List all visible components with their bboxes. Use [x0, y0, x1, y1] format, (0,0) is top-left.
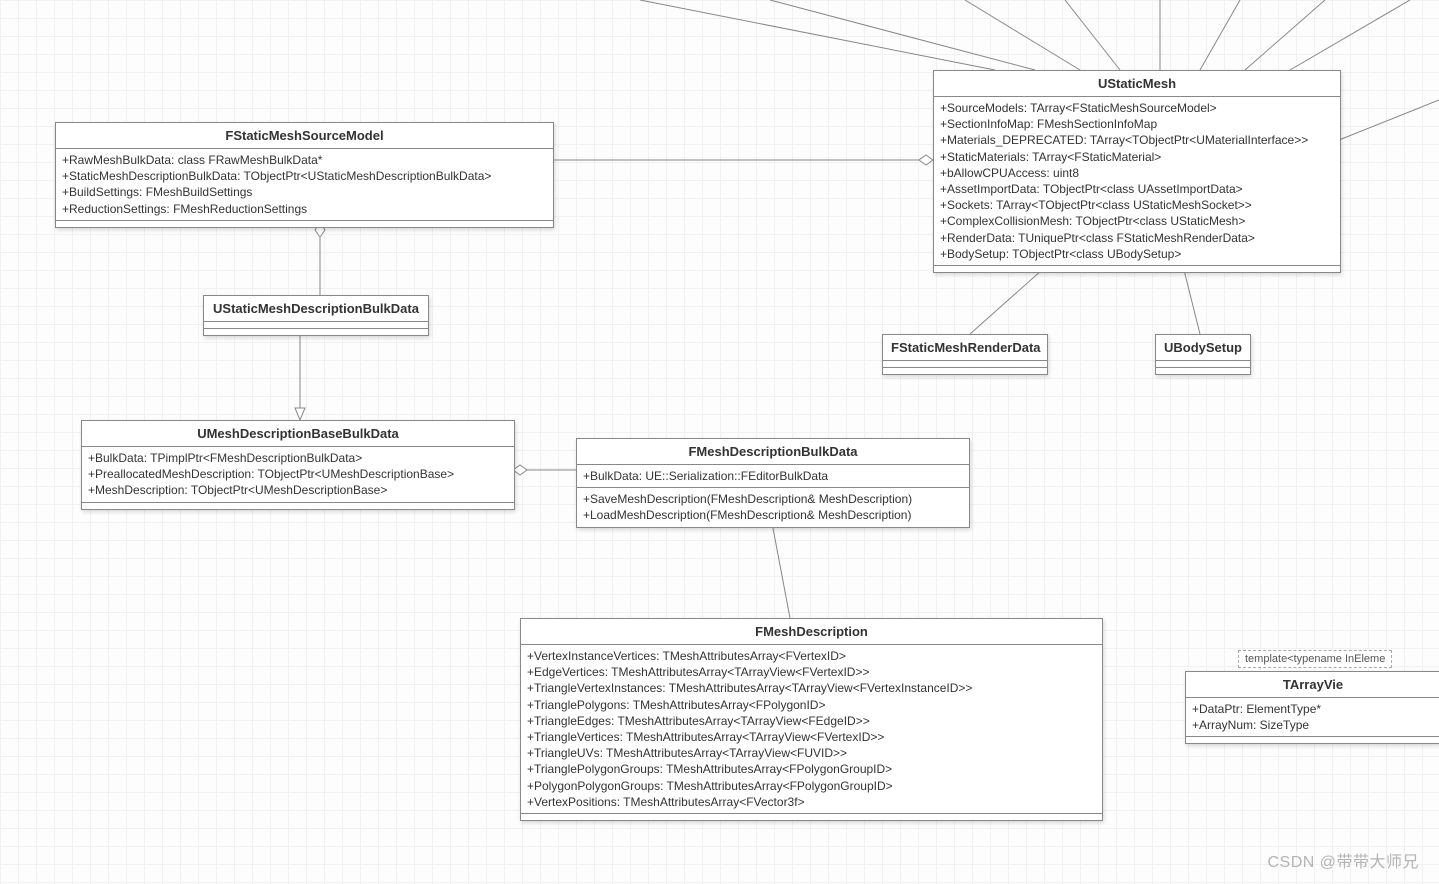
class-title: UStaticMeshDescriptionBulkData [204, 296, 428, 322]
attr-row: +AssetImportData: TObjectPtr<class UAsse… [940, 181, 1334, 197]
class-operations [1186, 737, 1439, 743]
class-attributes [1156, 361, 1250, 368]
class-title: FMeshDescription [521, 619, 1102, 645]
class-fmeshdescriptionbulkdata[interactable]: FMeshDescriptionBulkData +BulkData: UE::… [576, 438, 970, 528]
class-umeshdescriptionbasebulkdata[interactable]: UMeshDescriptionBaseBulkData +BulkData: … [81, 420, 515, 510]
attr-row: +TriangleVertexInstances: TMeshAttribute… [527, 680, 1096, 696]
attr-row: +TriangleVertices: TMeshAttributesArray<… [527, 729, 1096, 745]
attr-row: +PolygonPolygonGroups: TMeshAttributesAr… [527, 778, 1096, 794]
attr-row: +BulkData: TPimplPtr<FMeshDescriptionBul… [88, 450, 508, 466]
class-attributes: +DataPtr: ElementType* +ArrayNum: SizeTy… [1186, 698, 1439, 737]
attr-row: +EdgeVertices: TMeshAttributesArray<TArr… [527, 664, 1096, 680]
class-fstaticmeshsourcemodel[interactable]: FStaticMeshSourceModel +RawMeshBulkData:… [55, 122, 554, 228]
class-operations [883, 368, 1047, 374]
attr-row: +VertexPositions: TMeshAttributesArray<F… [527, 794, 1096, 810]
attr-row: +SectionInfoMap: FMeshSectionInfoMap [940, 116, 1334, 132]
class-operations: +SaveMeshDescription(FMeshDescription& M… [577, 488, 969, 526]
attr-row: +ReductionSettings: FMeshReductionSettin… [62, 201, 547, 217]
attr-row: +ComplexCollisionMesh: TObjectPtr<class … [940, 213, 1334, 229]
class-title: FStaticMeshSourceModel [56, 123, 553, 149]
class-attributes: +BulkData: TPimplPtr<FMeshDescriptionBul… [82, 447, 514, 503]
class-attributes [883, 361, 1047, 368]
class-title: UMeshDescriptionBaseBulkData [82, 421, 514, 447]
attr-row: +DataPtr: ElementType* [1192, 701, 1434, 717]
attr-row: +BulkData: UE::Serialization::FEditorBul… [583, 468, 963, 484]
attr-row: +MeshDescription: TObjectPtr<UMeshDescri… [88, 482, 508, 498]
attr-row: +bAllowCPUAccess: uint8 [940, 165, 1334, 181]
class-attributes: +SourceModels: TArray<FStaticMeshSourceM… [934, 97, 1340, 266]
class-title: UBodySetup [1156, 335, 1250, 361]
attr-row: +SourceModels: TArray<FStaticMeshSourceM… [940, 100, 1334, 116]
class-fstaticmeshrenderdata[interactable]: FStaticMeshRenderData [882, 334, 1048, 375]
attr-row: +BodySetup: TObjectPtr<class UBodySetup> [940, 246, 1334, 262]
class-operations [56, 221, 553, 227]
watermark-text: CSDN @带带大师兄 [1267, 848, 1419, 872]
class-operations [1156, 368, 1250, 374]
class-attributes: +VertexInstanceVertices: TMeshAttributes… [521, 645, 1102, 814]
op-row: +LoadMeshDescription(FMeshDescription& M… [583, 507, 963, 523]
attr-row: +StaticMeshDescriptionBulkData: TObjectP… [62, 168, 547, 184]
class-operations [204, 329, 428, 335]
class-operations [521, 814, 1102, 820]
attr-row: +PreallocatedMeshDescription: TObjectPtr… [88, 466, 508, 482]
attr-row: +StaticMaterials: TArray<FStaticMaterial… [940, 149, 1334, 165]
template-stereotype: template<typename InEleme [1238, 650, 1392, 668]
attr-row: +RenderData: TUniquePtr<class FStaticMes… [940, 230, 1334, 246]
attr-row: +RawMeshBulkData: class FRawMeshBulkData… [62, 152, 547, 168]
class-operations [934, 266, 1340, 272]
class-ubodysetup[interactable]: UBodySetup [1155, 334, 1251, 375]
class-attributes [204, 322, 428, 329]
attr-row: +TrianglePolygonGroups: TMeshAttributesA… [527, 761, 1096, 777]
class-attributes: +BulkData: UE::Serialization::FEditorBul… [577, 465, 969, 488]
class-operations [82, 503, 514, 509]
attr-row: +TriangleUVs: TMeshAttributesArray<TArra… [527, 745, 1096, 761]
attr-row: +TrianglePolygons: TMeshAttributesArray<… [527, 697, 1096, 713]
class-ustaticmesh[interactable]: UStaticMesh +SourceModels: TArray<FStati… [933, 70, 1341, 273]
attr-row: +VertexInstanceVertices: TMeshAttributes… [527, 648, 1096, 664]
class-title: FStaticMeshRenderData [883, 335, 1047, 361]
class-tarrayview[interactable]: TArrayVie +DataPtr: ElementType* +ArrayN… [1185, 671, 1439, 744]
class-title: FMeshDescriptionBulkData [577, 439, 969, 465]
attr-row: +ArrayNum: SizeType [1192, 717, 1434, 733]
attr-row: +Sockets: TArray<TObjectPtr<class UStati… [940, 197, 1334, 213]
class-fmeshdescription[interactable]: FMeshDescription +VertexInstanceVertices… [520, 618, 1103, 821]
class-title: UStaticMesh [934, 71, 1340, 97]
attr-row: +TriangleEdges: TMeshAttributesArray<TAr… [527, 713, 1096, 729]
class-attributes: +RawMeshBulkData: class FRawMeshBulkData… [56, 149, 553, 221]
attr-row: +Materials_DEPRECATED: TArray<TObjectPtr… [940, 132, 1334, 148]
class-title: TArrayVie [1186, 672, 1439, 698]
op-row: +SaveMeshDescription(FMeshDescription& M… [583, 491, 963, 507]
attr-row: +BuildSettings: FMeshBuildSettings [62, 184, 547, 200]
class-ustaticmeshdescriptionbulkdata[interactable]: UStaticMeshDescriptionBulkData [203, 295, 429, 336]
